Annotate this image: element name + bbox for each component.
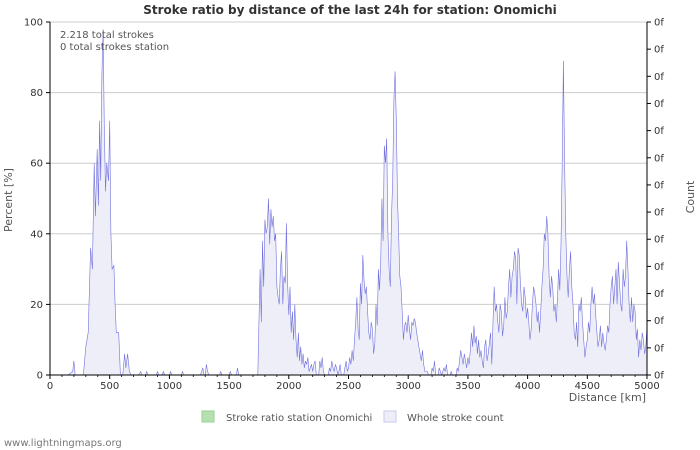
x-tick-label-4500: 4500 <box>575 381 600 392</box>
right-tick-label-11: 0f <box>654 72 664 83</box>
x-tick-label-4000: 4000 <box>515 381 540 392</box>
y-axis-label-left: Percent [%] <box>2 168 15 232</box>
chart-title: Stroke ratio by distance of the last 24h… <box>143 3 557 17</box>
whole-stroke-count-area <box>50 29 647 375</box>
y-tick-label-100: 100 <box>24 18 43 29</box>
right-tick-label-13: 0f <box>654 18 664 29</box>
annotation-total-strokes: 2.218 total strokes <box>60 30 154 41</box>
whole-stroke-count-series <box>50 29 648 376</box>
grid-lines <box>50 21 647 305</box>
right-tick-label-8: 0f <box>654 153 664 164</box>
footer-site: www.lightningmaps.org <box>4 438 122 449</box>
x-tick-label-3500: 3500 <box>455 381 480 392</box>
x-ticks: 0 500 1000 1500 2000 2500 3000 3500 4000 4500 5000 <box>47 375 660 392</box>
y-tick-label-60: 60 <box>30 159 43 170</box>
right-tick-label-2: 0f <box>654 316 664 327</box>
x-tick-label-3000: 3000 <box>395 381 420 392</box>
x-tick-label-2500: 2500 <box>336 381 361 392</box>
x-tick-label-5000: 5000 <box>634 381 659 392</box>
legend-swatch-stroke-ratio <box>201 410 215 423</box>
x-tick-label-2000: 2000 <box>276 381 301 392</box>
legend-swatch-whole-stroke-count <box>383 410 397 423</box>
x-tick-label-500: 500 <box>100 381 119 392</box>
y-tick-label-80: 80 <box>30 88 43 99</box>
right-tick-label-7: 0f <box>654 180 664 191</box>
y-axis-label-right: Count <box>684 180 697 213</box>
right-tick-label-10: 0f <box>654 99 664 110</box>
y-tick-label-20: 20 <box>30 300 43 311</box>
x-tick-label-1500: 1500 <box>216 381 241 392</box>
left-y-ticks: 0 20 40 60 80 100 <box>24 18 50 382</box>
right-tick-label-5: 0f <box>654 235 664 246</box>
annotation-station-strokes: 0 total strokes station <box>60 42 169 53</box>
legend: Stroke ratio station Onomichi Whole stro… <box>201 410 504 424</box>
right-tick-label-6: 0f <box>654 208 664 219</box>
right-tick-label-4: 0f <box>654 262 664 273</box>
legend-label-whole-stroke-count: Whole stroke count <box>407 413 504 424</box>
y-tick-label-40: 40 <box>30 229 43 240</box>
x-tick-label-0: 0 <box>47 381 53 392</box>
legend-label-stroke-ratio: Stroke ratio station Onomichi <box>226 413 372 424</box>
right-tick-label-3: 0f <box>654 289 664 300</box>
x-axis-label: Distance [km] <box>569 391 646 404</box>
right-tick-label-1: 0f <box>654 343 664 354</box>
right-tick-label-0: 0f <box>654 371 664 382</box>
right-tick-label-12: 0f <box>654 45 664 56</box>
right-tick-label-9: 0f <box>654 126 664 137</box>
y-tick-label-0: 0 <box>37 371 43 382</box>
right-y-ticks: 0f 0f 0f 0f 0f 0f 0f 0f 0f 0f 0f 0f 0f 0f <box>647 18 664 382</box>
x-tick-label-1000: 1000 <box>157 381 182 392</box>
